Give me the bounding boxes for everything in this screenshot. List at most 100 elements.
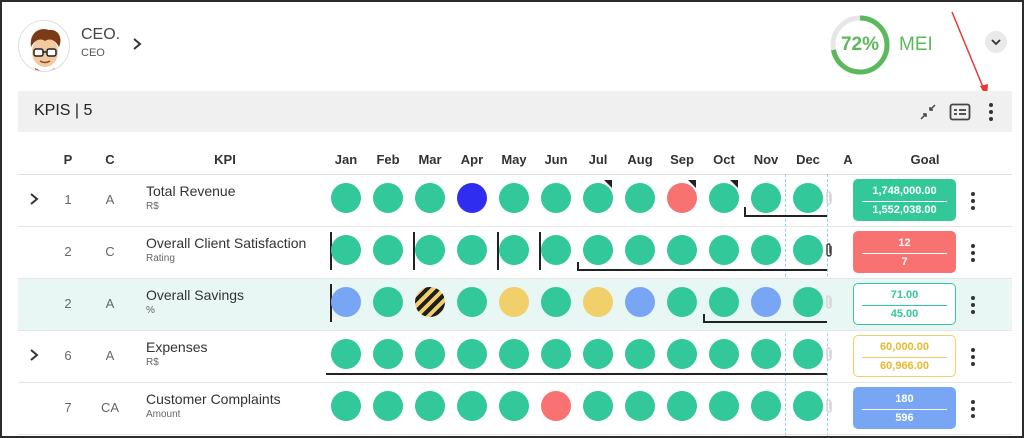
- month-status-jan[interactable]: [331, 391, 361, 421]
- more-vertical-icon[interactable]: [970, 295, 980, 315]
- more-vertical-icon[interactable]: [970, 399, 980, 419]
- month-status-sep[interactable]: [667, 391, 697, 421]
- chevron-right-icon[interactable]: [28, 348, 40, 362]
- more-vertical-icon[interactable]: [979, 100, 1003, 124]
- month-status-jun[interactable]: [541, 183, 571, 213]
- paperclip-icon[interactable]: [822, 294, 836, 312]
- month-status-feb[interactable]: [373, 287, 403, 317]
- month-status-feb[interactable]: [373, 183, 403, 213]
- month-status-apr[interactable]: [457, 339, 487, 369]
- month-status-jun[interactable]: [541, 235, 571, 265]
- month-status-jul[interactable]: [583, 183, 613, 213]
- month-status-oct[interactable]: [709, 391, 739, 421]
- month-status-may[interactable]: [499, 339, 529, 369]
- kpi-name[interactable]: Expenses: [146, 339, 208, 355]
- month-status-sep[interactable]: [667, 183, 697, 213]
- month-status-may[interactable]: [499, 391, 529, 421]
- month-status-aug[interactable]: [625, 391, 655, 421]
- table-row[interactable]: [18, 331, 1012, 383]
- month-status-nov[interactable]: [751, 391, 781, 421]
- month-status-jan[interactable]: [331, 235, 361, 265]
- more-vertical-icon[interactable]: [970, 347, 980, 367]
- month-status-jul[interactable]: [583, 391, 613, 421]
- paperclip-icon[interactable]: [822, 398, 836, 416]
- paperclip-icon[interactable]: [822, 346, 836, 364]
- month-status-sep[interactable]: [667, 339, 697, 369]
- col-header-p: P: [63, 152, 73, 167]
- table-row[interactable]: [18, 175, 1012, 227]
- month-status-jul[interactable]: [583, 235, 613, 265]
- month-status-may[interactable]: [499, 287, 529, 317]
- month-status-jul[interactable]: [583, 287, 613, 317]
- goal-box[interactable]: 71.00 45.00: [853, 283, 956, 325]
- goal-target: 12: [898, 237, 911, 249]
- more-vertical-icon[interactable]: [970, 243, 980, 263]
- compress-icon[interactable]: [916, 100, 940, 124]
- month-status-jun[interactable]: [541, 391, 571, 421]
- kpi-name[interactable]: Total Revenue: [146, 183, 236, 199]
- avatar[interactable]: [18, 20, 70, 72]
- more-vertical-icon[interactable]: [970, 191, 980, 211]
- month-status-apr[interactable]: [457, 235, 487, 265]
- month-status-nov[interactable]: [751, 183, 781, 213]
- month-status-jul[interactable]: [583, 339, 613, 369]
- month-status-nov[interactable]: [751, 287, 781, 317]
- month-status-nov[interactable]: [751, 339, 781, 369]
- month-status-jun[interactable]: [541, 287, 571, 317]
- month-status-jan[interactable]: [331, 183, 361, 213]
- month-status-aug[interactable]: [625, 183, 655, 213]
- paperclip-icon[interactable]: [822, 242, 836, 260]
- month-status-sep[interactable]: [667, 235, 697, 265]
- month-status-mar[interactable]: [415, 235, 445, 265]
- goal-separator: [862, 357, 947, 358]
- month-status-mar[interactable]: [415, 183, 445, 213]
- chevron-right-icon[interactable]: [130, 36, 144, 52]
- kpi-toolbar: KPIS | 5: [18, 91, 1012, 132]
- month-status-aug[interactable]: [625, 287, 655, 317]
- month-status-may[interactable]: [499, 183, 529, 213]
- goal-box[interactable]: 12 7: [853, 231, 956, 273]
- month-status-jun[interactable]: [541, 339, 571, 369]
- paperclip-icon[interactable]: [822, 190, 836, 208]
- month-status-apr[interactable]: [457, 183, 487, 213]
- month-status-oct[interactable]: [709, 287, 739, 317]
- month-status-mar[interactable]: [415, 391, 445, 421]
- chevron-down-icon[interactable]: [985, 31, 1007, 53]
- month-status-sep[interactable]: [667, 287, 697, 317]
- goal-actual: 7: [901, 256, 908, 268]
- month-status-mar[interactable]: [415, 287, 445, 317]
- goal-box[interactable]: 1,748,000.00 1,552,038.00: [853, 179, 956, 221]
- card-view-icon[interactable]: [948, 100, 972, 124]
- month-status-feb[interactable]: [373, 391, 403, 421]
- kpi-name[interactable]: Customer Complaints: [146, 391, 281, 407]
- chevron-right-icon[interactable]: [28, 192, 40, 206]
- kpi-name[interactable]: Overall Client Satisfaction: [146, 235, 307, 251]
- month-status-aug[interactable]: [625, 235, 655, 265]
- goal-box[interactable]: 180 596: [853, 387, 956, 429]
- month-status-oct[interactable]: [709, 235, 739, 265]
- month-status-dec[interactable]: [793, 287, 823, 317]
- month-status-apr[interactable]: [457, 391, 487, 421]
- month-status-may[interactable]: [499, 235, 529, 265]
- month-status-nov[interactable]: [751, 235, 781, 265]
- month-status-jan[interactable]: [331, 339, 361, 369]
- month-status-dec[interactable]: [793, 391, 823, 421]
- period-divider: [539, 232, 541, 270]
- table-row[interactable]: [18, 227, 1012, 279]
- month-status-dec[interactable]: [793, 339, 823, 369]
- month-status-feb[interactable]: [373, 339, 403, 369]
- month-status-aug[interactable]: [625, 339, 655, 369]
- goal-box[interactable]: 60,000.00 60,966.00: [853, 335, 956, 377]
- month-status-dec[interactable]: [793, 235, 823, 265]
- month-status-oct[interactable]: [709, 183, 739, 213]
- month-status-oct[interactable]: [709, 339, 739, 369]
- month-status-dec[interactable]: [793, 183, 823, 213]
- month-status-mar[interactable]: [415, 339, 445, 369]
- kpi-name[interactable]: Overall Savings: [146, 287, 245, 303]
- month-status-jan[interactable]: [331, 287, 361, 317]
- month-status-feb[interactable]: [373, 235, 403, 265]
- kpi-unit: R$: [146, 357, 159, 368]
- month-status-apr[interactable]: [457, 287, 487, 317]
- table-row[interactable]: [18, 383, 1012, 435]
